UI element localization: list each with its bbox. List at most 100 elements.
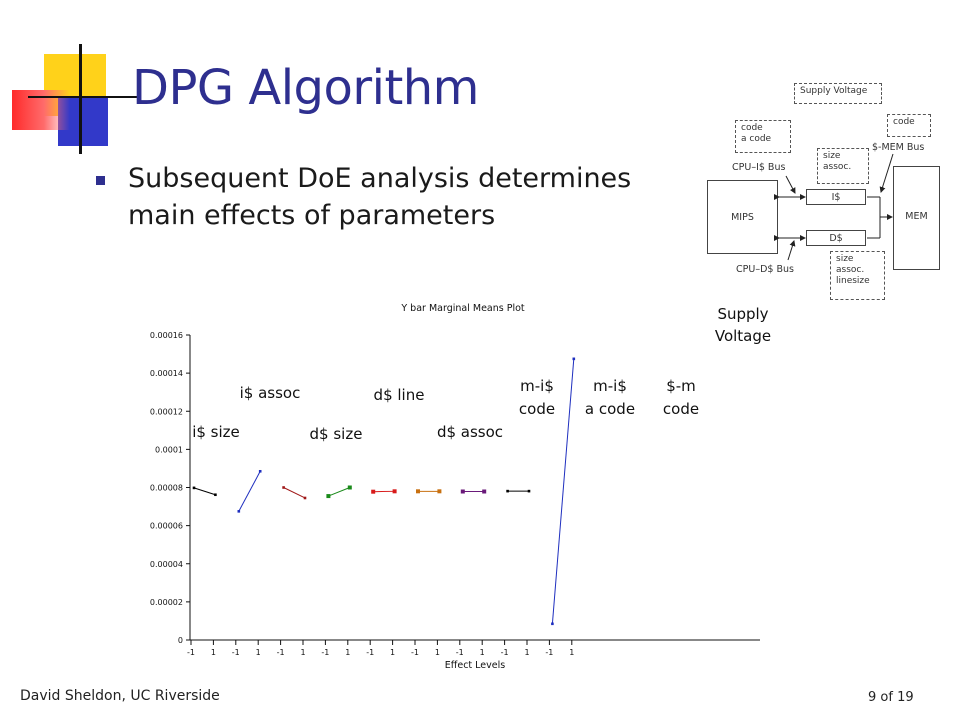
x-tick-label: 1 [524, 648, 529, 657]
series-label: d$ assoc [437, 423, 503, 441]
icache-params-box: size assoc. [817, 148, 869, 184]
x-tick-label: -1 [277, 648, 285, 657]
y-tick-label: 0.00006 [150, 522, 183, 531]
x-tick-label: -1 [232, 648, 240, 657]
x-tick-label: -1 [501, 648, 509, 657]
series-label-line2: a code [585, 400, 635, 418]
series-label-line2: code [663, 400, 699, 418]
y-tick-label: 0.00016 [150, 331, 183, 340]
supply-voltage-label: Supply Voltage [800, 86, 868, 96]
data-point [572, 357, 576, 361]
series-line [193, 487, 216, 496]
page-title: DPG Algorithm [132, 60, 479, 116]
y-tick-label: 0.00014 [150, 369, 183, 378]
series-2 [237, 469, 262, 513]
cpu-i-bus-label: CPU–I$ Bus [732, 162, 786, 173]
data-point [326, 494, 331, 499]
series-7 [460, 489, 487, 494]
series-label: Supply [717, 305, 768, 323]
series-label-line2: Voltage [715, 327, 771, 345]
series-label: $-m [666, 377, 696, 395]
data-point [416, 489, 420, 494]
x-tick-label: 1 [211, 648, 216, 657]
data-point [482, 489, 487, 494]
x-tick-label: 1 [435, 648, 440, 657]
x-tick-label: 1 [300, 648, 305, 657]
series-6 [416, 489, 442, 494]
series-label-line2: code [519, 400, 555, 418]
series-label: i$ size [192, 423, 240, 441]
data-point [392, 489, 397, 494]
data-point [192, 486, 196, 490]
data-point [347, 485, 352, 490]
data-point [551, 622, 554, 626]
x-axis-label: Effect Levels [445, 660, 505, 671]
data-point [258, 469, 262, 473]
annotation-layer: i$ size i$ assoc d$ size d$ line d$ assoc m-i… [192, 305, 771, 443]
dcache-label: D$ [829, 232, 843, 244]
series-1 [192, 486, 217, 497]
dcache-box: D$ [806, 230, 866, 246]
series-3 [282, 486, 307, 500]
mem-label: MEM [905, 211, 928, 222]
x-tick-label: 1 [256, 648, 261, 657]
x-tick-label: -1 [411, 648, 419, 657]
data-point [237, 510, 241, 513]
series-layer [192, 357, 576, 626]
chart-title: Y bar Marginal Means Plot [400, 303, 525, 314]
data-point [527, 489, 531, 493]
icache-size-label: size [823, 151, 841, 161]
series-label: i$ assoc [240, 384, 301, 402]
cpu-d-bus-label: CPU–D$ Bus [736, 264, 794, 275]
footer-author: David Sheldon, UC Riverside [20, 688, 220, 704]
y-tick-label: 0.0001 [155, 445, 183, 454]
series-label: d$ line [374, 386, 425, 404]
code-left-line2: a code [741, 134, 772, 144]
mem-bus-label: $-MEM Bus [872, 142, 925, 153]
code-left-box: code a code [735, 120, 791, 153]
x-tick-label: -1 [456, 648, 464, 657]
data-point [303, 496, 307, 500]
code-right-box: code [887, 114, 931, 137]
decor-vertical-line [79, 44, 82, 154]
mips-box: MIPS [707, 180, 778, 254]
x-tick-label: 1 [480, 648, 485, 657]
dcache-size-label: size [836, 254, 854, 264]
x-tick-label: -1 [187, 648, 195, 657]
series-label: m-i$ [593, 377, 627, 395]
y-tick-label: 0.00008 [150, 484, 183, 493]
x-tick-label: -1 [321, 648, 329, 657]
data-point [460, 489, 465, 494]
series-8 [506, 489, 531, 493]
data-point [371, 489, 376, 494]
code-left-line1: code [741, 123, 763, 133]
dcache-linesize-label: linesize [836, 276, 870, 286]
mem-box: MEM [893, 166, 940, 270]
y-ticks: 0 0.00002 0.00004 0.00006 0.00008 0.0001 0.000… [150, 331, 190, 645]
series-5 [371, 489, 397, 494]
y-tick-label: 0.00004 [150, 560, 183, 569]
supply-voltage-box: Supply Voltage [794, 83, 882, 104]
icache-box: I$ [806, 189, 866, 205]
code-right-label: code [893, 117, 915, 127]
series-line [551, 358, 575, 624]
dcache-params-box: size assoc. linesize [830, 251, 885, 300]
series-label: m-i$ [520, 377, 554, 395]
data-point [437, 489, 442, 494]
x-tick-label: 1 [345, 648, 350, 657]
x-tick-label: 1 [569, 648, 574, 657]
page-number: 9 of 19 [868, 690, 914, 705]
data-point [506, 489, 509, 493]
y-tick-label: 0.00012 [150, 407, 183, 416]
x-tick-label: -1 [545, 648, 553, 657]
icache-label: I$ [831, 191, 841, 203]
series-line [328, 487, 350, 497]
y-tick-label: 0 [178, 636, 183, 645]
x-tick-label: -1 [366, 648, 374, 657]
cpu-d-bus-pointer [787, 240, 796, 261]
series-label: d$ size [310, 425, 363, 443]
mem-bus-pointer [879, 153, 894, 193]
cpu-i-bus-pointer [785, 175, 796, 194]
